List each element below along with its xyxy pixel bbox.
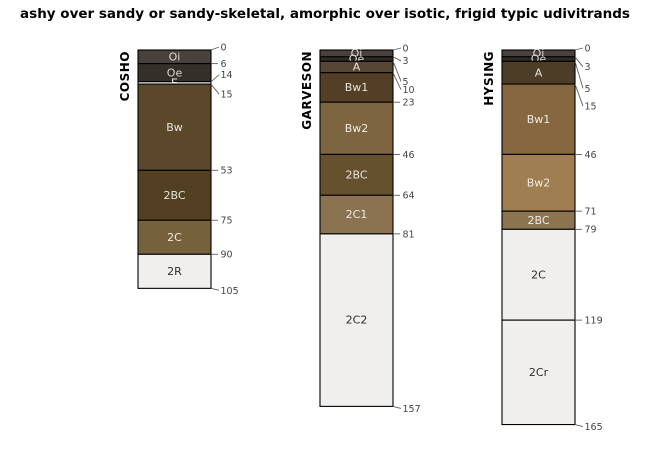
depth-tick-label: 15 <box>585 101 597 112</box>
horizon-rect-COSHO-Bw <box>137 83 212 171</box>
depth-tick-line <box>574 61 584 89</box>
depth-tick-label: 10 <box>403 85 415 96</box>
horizon-rect-COSHO-2R <box>137 253 212 289</box>
depth-tick-line <box>574 83 584 107</box>
horizon-rect-COSHO-2BC <box>137 169 212 221</box>
horizon-rect-HYSING-2C <box>501 228 576 321</box>
horizon-label: 2BC <box>163 189 185 202</box>
depth-tick-label: 53 <box>221 166 233 177</box>
depth-tick-label: 0 <box>221 42 227 53</box>
horizon-label: 2BC <box>345 168 367 181</box>
depth-tick-label: 15 <box>221 89 233 100</box>
horizon-label: Oi <box>169 50 181 63</box>
depth-tick-label: 46 <box>585 150 597 161</box>
depth-tick-label: 5 <box>403 77 409 88</box>
horizon-label: Bw <box>166 121 183 134</box>
depth-tick-line <box>574 56 584 68</box>
depth-tick-line <box>574 424 584 427</box>
horizon-label: 2R <box>167 265 182 278</box>
depth-tick-label: 71 <box>585 207 597 218</box>
horizon-rect-GARVESON-2BC <box>319 153 394 196</box>
depth-tick-label: 79 <box>585 225 597 236</box>
depth-tick-label: 5 <box>585 84 591 95</box>
horizon-label: Bw1 <box>527 113 551 126</box>
horizon-label: Oe <box>167 66 183 79</box>
depth-tick-line <box>392 47 402 51</box>
depth-tick-line <box>392 72 402 90</box>
depth-tick-line <box>392 405 402 409</box>
profile-id-label-HYSING: HYSING <box>482 51 496 106</box>
depth-tick-label: 6 <box>221 59 227 70</box>
horizon-label: 2C2 <box>346 314 368 327</box>
profile-id-label-COSHO: COSHO <box>118 51 132 101</box>
horizon-rect-HYSING-Bw2 <box>501 153 576 212</box>
depth-tick-line <box>210 74 220 83</box>
depth-tick-line <box>210 287 220 291</box>
depth-tick-label: 157 <box>403 404 421 415</box>
horizon-rect-GARVESON-2C1 <box>319 194 394 235</box>
horizon-rect-GARVESON-Bw1 <box>319 72 394 103</box>
horizon-rect-GARVESON-2C2 <box>319 233 394 407</box>
depth-tick-label: 75 <box>221 216 233 227</box>
horizon-label: 2BC <box>527 214 549 227</box>
depth-tick-label: 90 <box>221 250 233 261</box>
horizon-label: Bw1 <box>345 81 369 94</box>
horizon-rect-COSHO-2C <box>137 219 212 255</box>
depth-tick-line <box>210 46 220 51</box>
plot-title: ashy over sandy or sandy-skeletal, amorp… <box>20 6 630 22</box>
depth-tick-label: 105 <box>221 286 239 297</box>
depth-tick-label: 0 <box>403 43 409 54</box>
horizon-label: Oi <box>351 47 363 60</box>
depth-tick-label: 81 <box>403 229 415 240</box>
depth-tick-label: 119 <box>585 316 603 327</box>
horizon-rect-GARVESON-Bw2 <box>319 101 394 155</box>
depth-tick-label: 64 <box>403 191 415 202</box>
depth-tick-label: 3 <box>403 56 409 67</box>
depth-tick-label: 14 <box>221 70 233 81</box>
horizon-label: 2C1 <box>346 208 368 221</box>
horizon-rect-HYSING-Bw1 <box>501 83 576 155</box>
profile-id-label-GARVESON: GARVESON <box>300 51 314 130</box>
depth-tick-label: 46 <box>403 150 415 161</box>
horizon-rect-HYSING-2Cr <box>501 319 576 426</box>
horizon-label: A <box>353 61 361 74</box>
horizon-label: A <box>535 66 543 79</box>
horizon-label: 2C <box>167 231 182 244</box>
depth-tick-line <box>392 56 402 62</box>
depth-tick-line <box>574 47 584 51</box>
depth-tick-line <box>210 83 220 95</box>
horizon-label: Oi <box>533 47 545 60</box>
depth-tick-label: 23 <box>403 98 415 109</box>
horizon-label: Bw2 <box>345 122 369 135</box>
horizon-label: Bw2 <box>527 176 551 189</box>
depth-tick-label: 3 <box>585 62 591 73</box>
horizon-label: E <box>171 77 178 90</box>
depth-tick-label: 0 <box>585 43 591 54</box>
horizon-label: 2C <box>531 268 546 281</box>
depth-tick-line <box>392 61 402 82</box>
depth-tick-label: 165 <box>585 422 603 433</box>
horizon-label: 2Cr <box>529 366 549 379</box>
